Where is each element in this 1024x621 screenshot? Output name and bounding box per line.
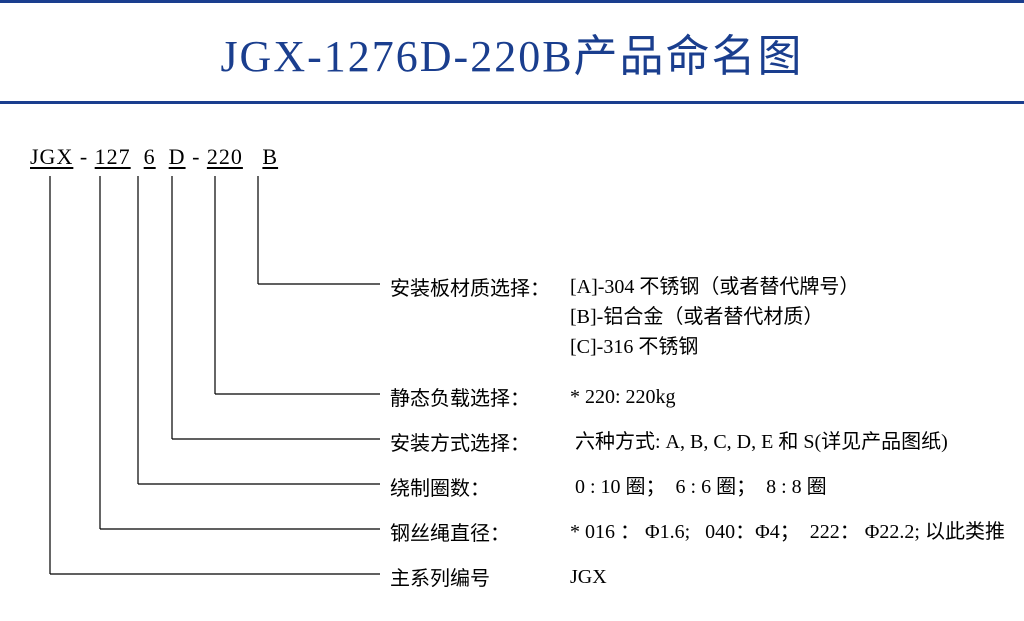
row-label-mount: 安装方式选择： [390,427,530,456]
row-value-series: JGX [570,562,607,592]
row-value-coils: 0 : 10 圈； 6 : 6 圈； 8 : 8 圈 [570,472,827,502]
code-segment: 127 [95,144,131,169]
product-code: JGX - 127 6 D - 220 B [30,144,278,170]
row-label-coils: 绕制圈数： [390,472,490,501]
code-segment: JGX [30,144,73,169]
row-label-load: 静态负载选择： [390,382,530,411]
code-segment: - [73,144,94,169]
code-segment [243,144,263,169]
row-label-material: 安装板材质选择： [390,272,550,301]
row-value-mount: 六种方式: A, B, C, D, E 和 S(详见产品图纸) [570,427,948,457]
code-segment: 220 [207,144,243,169]
row-value-material: [A]-304 不锈钢（或者替代牌号） [B]-铝合金（或者替代材质） [C]-… [570,272,859,362]
diagram-area: JGX - 127 6 D - 220 B 安装板材质选择： [A]-304 不锈… [0,104,1024,621]
code-segment: 6 [144,144,156,169]
code-segment: - [186,144,207,169]
code-segment: D [169,144,186,169]
header: JGX-1276D-220B产品命名图 [0,0,1024,104]
row-value-load: * 220: 220kg [570,382,676,412]
row-label-series: 主系列编号 [390,562,490,591]
code-segment [156,144,169,169]
code-segment: B [262,144,278,169]
row-label-diameter: 钢丝绳直径： [390,517,510,546]
page-title: JGX-1276D-220B产品命名图 [220,20,803,84]
code-segment [131,144,144,169]
row-value-diameter: * 016 ： Φ1.6; 040：Φ4； 222： Φ22.2; 以此类推 [570,517,1005,547]
